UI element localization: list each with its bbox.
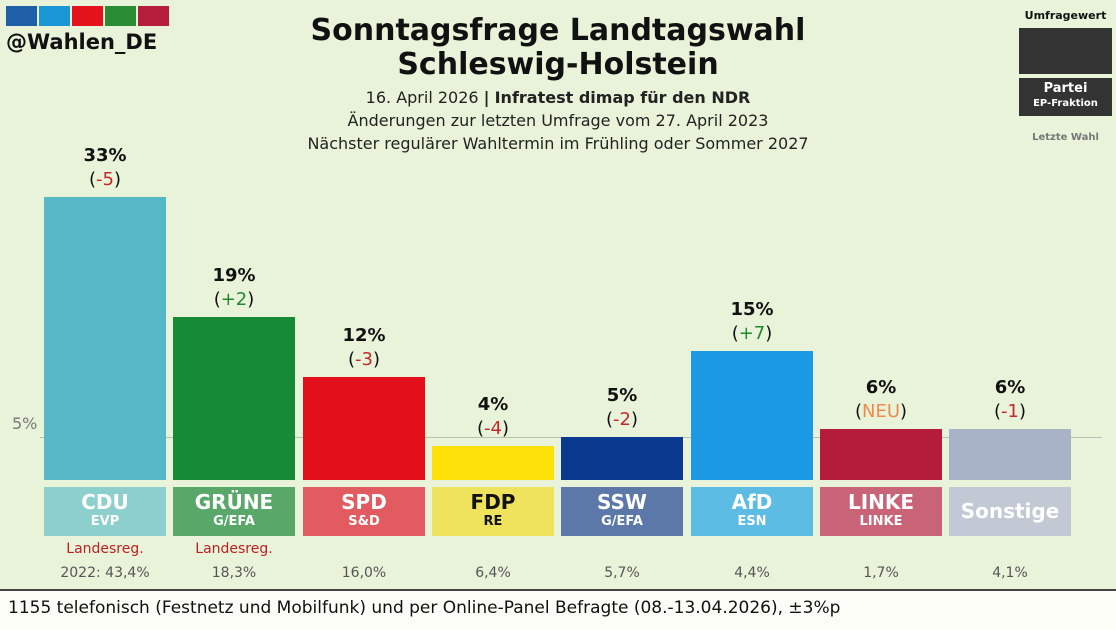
swatch-2 xyxy=(39,6,70,26)
value-label-fdp: 4% xyxy=(477,394,509,415)
bar-fdp xyxy=(432,446,554,480)
party-box-spd: SPD S&D xyxy=(303,487,425,536)
party-box-cdu: CDU EVP xyxy=(44,487,166,536)
last-election-cdu: 2022: 43,4% xyxy=(60,565,150,581)
last-election-grne: 18,3% xyxy=(211,565,257,581)
party-name-sonstige: Sonstige xyxy=(960,499,1060,523)
party-name-grne: GRÜNE xyxy=(194,490,274,514)
change-value-linke: NEU xyxy=(861,401,900,422)
government-label-grne: Landesreg. xyxy=(195,541,273,557)
party-faction-spd: S&D xyxy=(348,514,380,529)
legend-last-election-label: Letzte Wahl xyxy=(1032,132,1099,143)
value-label-spd: 12% xyxy=(342,325,386,346)
legend: Umfragewert Partei EP-Fraktion Letzte Wa… xyxy=(1019,6,1112,143)
subtitle-separator: | xyxy=(483,88,490,107)
change-value-afd: +7 xyxy=(738,323,766,344)
footer: 1155 telefonisch (Festnetz und Mobilfunk… xyxy=(0,589,1116,630)
value-label-afd: 15% xyxy=(730,299,774,320)
party-box-sonstige: Sonstige xyxy=(949,487,1071,536)
party-name-linke: LINKE xyxy=(847,490,915,514)
party-name-fdp: FDP xyxy=(470,490,516,514)
bar-spd xyxy=(303,377,425,480)
last-election-linke: 1,7% xyxy=(863,565,899,581)
change-label-spd: (-3) xyxy=(347,349,380,370)
bar-linke xyxy=(820,429,942,480)
change-label-grne: (+2) xyxy=(213,289,255,310)
legend-faction-label: EP-Fraktion xyxy=(1033,98,1098,109)
last-election-ssw: 5,7% xyxy=(604,565,640,581)
last-election-fdp: 6,4% xyxy=(475,565,511,581)
change-value-ssw: -2 xyxy=(613,409,631,430)
swatch-4 xyxy=(105,6,136,26)
party-box-fdp: FDP RE xyxy=(432,487,554,536)
swatch-5 xyxy=(138,6,169,26)
change-label-linke: (NEU) xyxy=(854,401,908,422)
value-label-ssw: 5% xyxy=(606,385,638,406)
change-value-grne: +2 xyxy=(220,289,248,310)
change-value-sonstige: -1 xyxy=(1001,401,1019,422)
change-label-ssw: (-2) xyxy=(605,409,638,430)
legend-party-box: Partei EP-Fraktion xyxy=(1019,78,1112,116)
chart-title: Sonntagsfrage Landtagswahl Schleswig-Hol… xyxy=(0,14,1116,82)
legend-value-box xyxy=(1019,28,1112,74)
title-line-1: Sonntagsfrage Landtagswahl xyxy=(310,13,806,48)
change-label-afd: (+7) xyxy=(731,323,773,344)
last-election-sonstige: 4,1% xyxy=(992,565,1028,581)
subtitle-line-2: Änderungen zur letzten Umfrage vom 27. A… xyxy=(347,111,769,130)
value-label-grne: 19% xyxy=(212,265,256,286)
change-label-fdp: (-4) xyxy=(476,418,509,439)
title-line-2: Schleswig-Holstein xyxy=(397,47,719,82)
bar-sonstige xyxy=(949,429,1071,480)
change-label-cdu: (-5) xyxy=(88,169,121,190)
reference-line-label: 5% xyxy=(12,414,38,433)
methodology-note: 1155 telefonisch (Festnetz und Mobilfunk… xyxy=(8,598,841,618)
swatch-3 xyxy=(72,6,103,26)
party-box-linke: LINKE LINKE xyxy=(820,487,942,536)
poll-date: 16. April 2026 xyxy=(365,88,479,107)
change-value-fdp: -4 xyxy=(484,418,502,439)
subtitle: 16. April 2026 | Infratest dimap für den… xyxy=(0,86,1116,155)
pollster: Infratest dimap für den NDR xyxy=(494,88,751,107)
value-label-cdu: 33% xyxy=(83,145,127,166)
change-label-sonstige: (-1) xyxy=(993,401,1026,422)
subtitle-line-1: 16. April 2026 | Infratest dimap für den… xyxy=(0,86,1116,109)
subtitle-line-3: Nächster regulärer Wahltermin im Frühlin… xyxy=(307,134,809,153)
change-value-spd: -3 xyxy=(355,349,373,370)
bar-grne xyxy=(173,317,295,480)
party-faction-fdp: RE xyxy=(483,514,503,529)
value-label-sonstige: 6% xyxy=(994,377,1026,398)
party-box-afd: AfD ESN xyxy=(691,487,813,536)
party-faction-ssw: G/EFA xyxy=(601,514,643,529)
government-label-cdu: Landesreg. xyxy=(66,541,144,557)
party-box-grne: GRÜNE G/EFA xyxy=(173,487,295,536)
party-name-ssw: SSW xyxy=(597,490,647,514)
header-color-swatches xyxy=(6,6,169,26)
bar-cdu xyxy=(44,197,166,480)
party-name-cdu: CDU xyxy=(81,490,129,514)
swatch-1 xyxy=(6,6,37,26)
last-election-afd: 4,4% xyxy=(734,565,770,581)
bar-afd xyxy=(691,351,813,480)
party-name-afd: AfD xyxy=(731,490,773,514)
legend-party-label: Partei xyxy=(1043,81,1088,96)
value-label-linke: 6% xyxy=(865,377,897,398)
legend-value-label: Umfragewert xyxy=(1024,9,1107,22)
bar-ssw xyxy=(561,437,683,480)
change-value-cdu: -5 xyxy=(96,169,114,190)
last-election-spd: 16,0% xyxy=(341,565,387,581)
party-faction-afd: ESN xyxy=(737,514,767,529)
party-name-spd: SPD xyxy=(341,490,387,514)
party-faction-cdu: EVP xyxy=(90,514,120,529)
account-handle: @Wahlen_DE xyxy=(6,30,158,54)
party-faction-grne: G/EFA xyxy=(213,514,255,529)
party-faction-linke: LINKE xyxy=(859,514,903,529)
party-box-ssw: SSW G/EFA xyxy=(561,487,683,536)
